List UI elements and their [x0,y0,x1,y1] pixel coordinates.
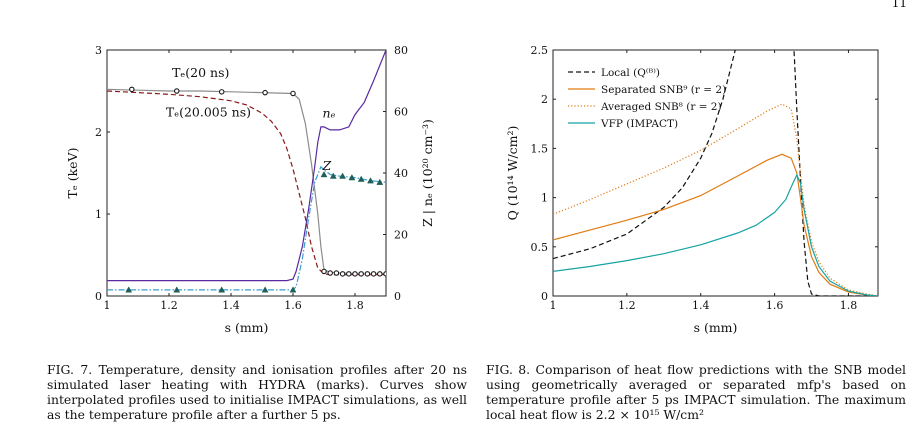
data-marker-circle [327,270,333,276]
y2-tick-label: 80 [394,44,408,57]
data-marker-triangle [367,177,374,184]
annotation-te20: Tₑ(20 ns) [172,65,229,80]
data-marker-circle [218,89,225,95]
legend: Local (Q⁽ᴮ⁾) Separated SNB⁹ (r = 2) Averag… [568,67,726,130]
y-tick-label: 2 [541,93,548,106]
series-line-3 [553,173,878,296]
legend-label: Averaged SNB⁸ (r = 2) [600,101,722,113]
data-marker-circle [352,271,358,277]
y-tick-label: 0 [95,290,102,303]
data-marker-circle [370,271,377,277]
y2-tick-label: 40 [394,167,408,180]
y2-tick-label: 0 [394,290,401,303]
y-tick-label: 3 [95,44,102,57]
x-tick-label: 1 [104,299,111,312]
data-marker-circle [290,90,296,97]
series-line-2 [553,103,878,296]
y-axis-label: Q (10¹⁴ W/cm²) [505,126,520,221]
y-tick-label: 2 [95,126,102,139]
data-marker-triangle [357,175,365,182]
series-line-4 [107,165,386,291]
series-line-1 [553,153,878,296]
data-marker-triangle [173,286,181,293]
annotation-ne: nₑ [322,106,335,121]
series-group [553,50,878,296]
data-marker-circle [174,88,180,94]
x-tick-label: 1.2 [618,299,636,312]
data-marker-circle [364,271,371,277]
figure-8-chart: 1 1.2 1.4 1.6 1.8 0 0.5 1 1.5 2 2.5 s (mm) Q (10¹⁴ W… [505,44,879,335]
legend-label: Local (Q⁽ᴮ⁾) [601,67,660,79]
data-marker-triangle [348,174,356,181]
x-tick-label: 1.8 [346,299,364,312]
data-marker-triangle [320,171,328,178]
series-line-3 [107,50,386,282]
page-number: 11 [891,0,907,10]
series-line-0 [553,50,878,296]
series-group [107,50,386,293]
legend-label: Separated SNB⁹ (r = 2) [601,84,726,96]
data-marker-circle [333,270,340,276]
x-tick-label: 1.8 [840,299,858,312]
data-marker-triangle [125,286,133,293]
x-axis-label: s (mm) [694,320,738,335]
y-tick-label: 2.5 [531,44,549,57]
annotation-te20005: Tₑ(20.005 ns) [166,104,251,119]
data-marker-circle [377,271,383,277]
data-marker-circle [358,271,364,277]
y-tick-label: 0 [541,290,548,303]
data-marker-triangle [218,286,226,293]
data-marker-triangle [329,172,337,179]
x-tick-label: 1.4 [692,299,710,312]
y-tick-label: 1 [541,192,548,205]
figure-8-caption: FIG. 8. Comparison of heat flow predicti… [486,362,906,422]
x-tick-label: 1.4 [222,299,240,312]
y-tick-label: 0.5 [531,241,549,254]
data-marker-circle [383,271,386,277]
data-marker-triangle [376,178,384,185]
data-marker-circle [346,271,352,277]
x-axis-label: s (mm) [225,320,269,335]
x-tick-label: 1 [550,299,557,312]
data-marker-triangle [261,286,269,293]
y2-tick-label: 60 [394,106,408,119]
y-tick-label: 1 [95,208,102,221]
y2-axis-label: Z | nₑ (10²⁰ cm⁻³) [420,119,435,227]
data-marker-circle [339,271,346,277]
plot-frame [106,49,387,297]
data-marker-circle [321,268,327,275]
x-tick-label: 1.2 [160,299,178,312]
data-marker-triangle [289,286,297,293]
legend-label: VFP (IMPACT) [600,118,678,130]
data-marker-triangle [339,172,347,179]
annotation-z: Z [321,158,331,173]
data-marker-circle [129,86,135,93]
y-tick-label: 1.5 [531,142,549,155]
figure-7-caption: FIG. 7. Temperature, density and ionisat… [47,362,467,422]
x-tick-label: 1.6 [284,299,302,312]
plot-frame [552,49,879,297]
y2-tick-label: 20 [394,229,408,242]
x-tick-label: 1.6 [766,299,784,312]
y-axis-label: Tₑ (keV) [65,148,80,199]
data-marker-circle [262,89,268,96]
